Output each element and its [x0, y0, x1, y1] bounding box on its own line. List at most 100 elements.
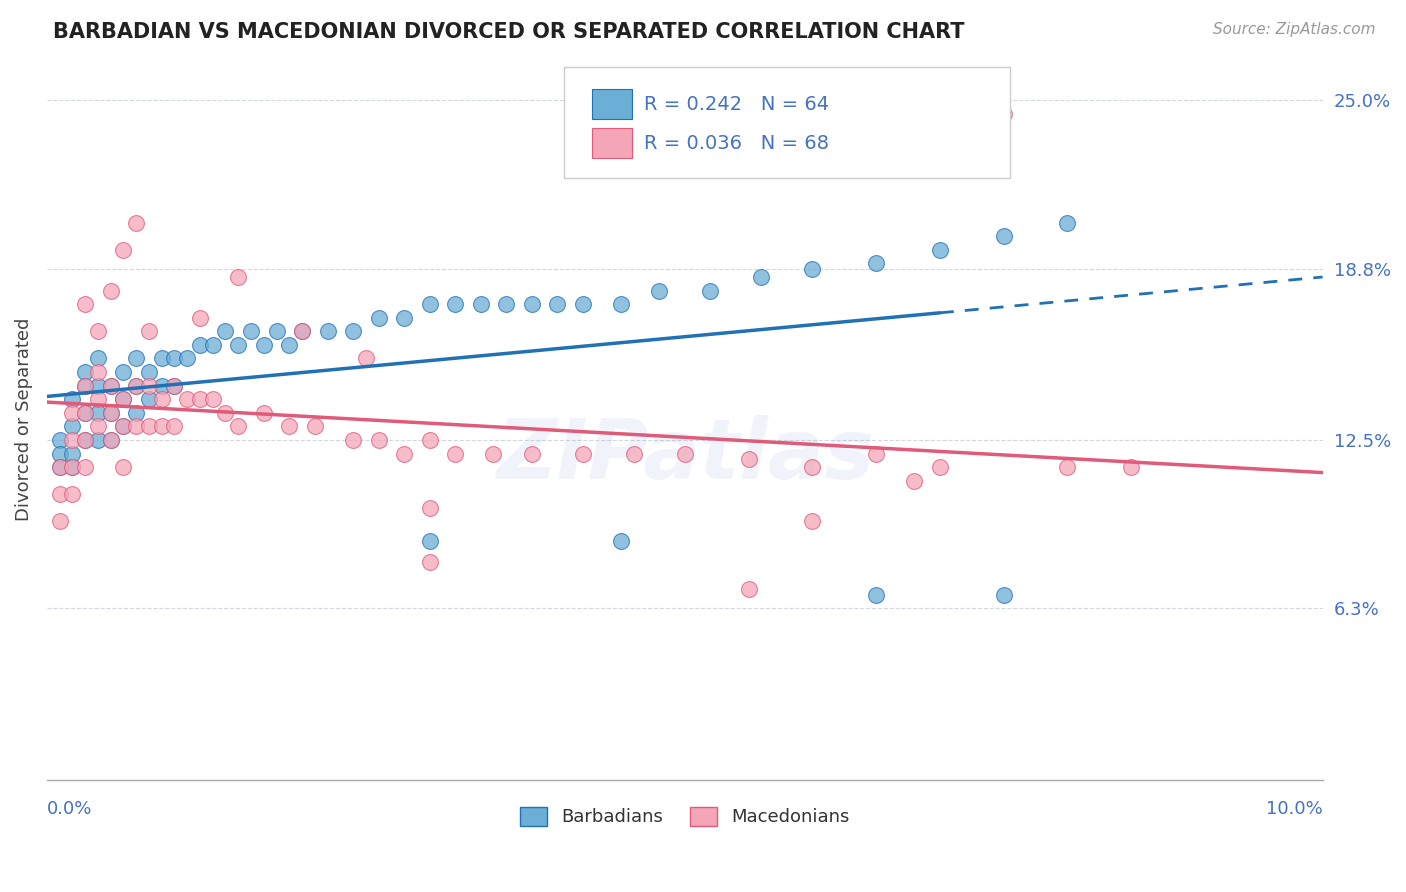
Point	[138, 419, 160, 434]
Point	[737, 582, 759, 597]
Point	[100, 378, 122, 392]
Point	[444, 446, 467, 460]
Point	[291, 324, 314, 338]
Point	[100, 406, 122, 420]
Text: BARBADIAN VS MACEDONIAN DIVORCED OR SEPARATED CORRELATION CHART: BARBADIAN VS MACEDONIAN DIVORCED OR SEPA…	[53, 22, 965, 42]
Point	[801, 515, 824, 529]
Point	[419, 555, 441, 569]
Point	[125, 419, 148, 434]
Point	[226, 419, 249, 434]
Point	[75, 406, 97, 420]
Point	[865, 588, 887, 602]
Point	[354, 351, 377, 366]
Point	[1056, 460, 1078, 475]
Point	[48, 515, 70, 529]
Point	[419, 500, 441, 515]
Point	[367, 310, 389, 325]
Point	[571, 297, 593, 311]
Point	[673, 446, 696, 460]
Bar	[592, 89, 633, 120]
Point	[75, 365, 97, 379]
Point	[253, 406, 276, 420]
Point	[278, 338, 301, 352]
Point	[100, 378, 122, 392]
Point	[150, 351, 173, 366]
Point	[48, 460, 70, 475]
Point	[60, 460, 83, 475]
Point	[176, 351, 198, 366]
Point	[470, 297, 492, 311]
Point	[125, 406, 148, 420]
Point	[801, 460, 824, 475]
Point	[60, 406, 83, 420]
Point	[278, 419, 301, 434]
Point	[125, 351, 148, 366]
Point	[60, 487, 83, 501]
Point	[150, 392, 173, 407]
Point	[392, 310, 415, 325]
Point	[87, 433, 110, 447]
Point	[75, 460, 97, 475]
Point	[112, 419, 135, 434]
Point	[138, 378, 160, 392]
Point	[87, 324, 110, 338]
Point	[226, 269, 249, 284]
FancyBboxPatch shape	[564, 67, 1010, 178]
Point	[138, 392, 160, 407]
Point	[316, 324, 339, 338]
Point	[201, 392, 224, 407]
Point	[60, 433, 83, 447]
Point	[419, 297, 441, 311]
Y-axis label: Divorced or Separated: Divorced or Separated	[15, 318, 32, 521]
Point	[304, 419, 326, 434]
Point	[125, 378, 148, 392]
Point	[163, 378, 186, 392]
Point	[903, 474, 925, 488]
Point	[48, 487, 70, 501]
Bar	[592, 128, 633, 158]
Point	[138, 365, 160, 379]
Point	[610, 297, 633, 311]
Point	[75, 433, 97, 447]
Point	[112, 392, 135, 407]
Point	[699, 284, 721, 298]
Legend: Barbadians, Macedonians: Barbadians, Macedonians	[510, 798, 859, 836]
Point	[87, 365, 110, 379]
Point	[112, 419, 135, 434]
Point	[163, 419, 186, 434]
Point	[150, 419, 173, 434]
Point	[150, 378, 173, 392]
Point	[929, 460, 952, 475]
Point	[112, 392, 135, 407]
Point	[749, 269, 772, 284]
Point	[60, 460, 83, 475]
Point	[112, 460, 135, 475]
Point	[520, 297, 543, 311]
Point	[226, 338, 249, 352]
Point	[48, 446, 70, 460]
Point	[291, 324, 314, 338]
Point	[75, 406, 97, 420]
Point	[240, 324, 263, 338]
Point	[367, 433, 389, 447]
Point	[60, 446, 83, 460]
Point	[253, 338, 276, 352]
Point	[75, 378, 97, 392]
Text: Source: ZipAtlas.com: Source: ZipAtlas.com	[1212, 22, 1375, 37]
Point	[865, 256, 887, 270]
Point	[610, 533, 633, 548]
Point	[125, 216, 148, 230]
Point	[188, 310, 211, 325]
Text: 10.0%: 10.0%	[1265, 800, 1323, 818]
Point	[188, 338, 211, 352]
Point	[520, 446, 543, 460]
Text: 0.0%: 0.0%	[46, 800, 93, 818]
Point	[112, 365, 135, 379]
Point	[60, 419, 83, 434]
Point	[201, 338, 224, 352]
Point	[1056, 216, 1078, 230]
Point	[266, 324, 288, 338]
Point	[48, 433, 70, 447]
Point	[571, 446, 593, 460]
Point	[801, 261, 824, 276]
